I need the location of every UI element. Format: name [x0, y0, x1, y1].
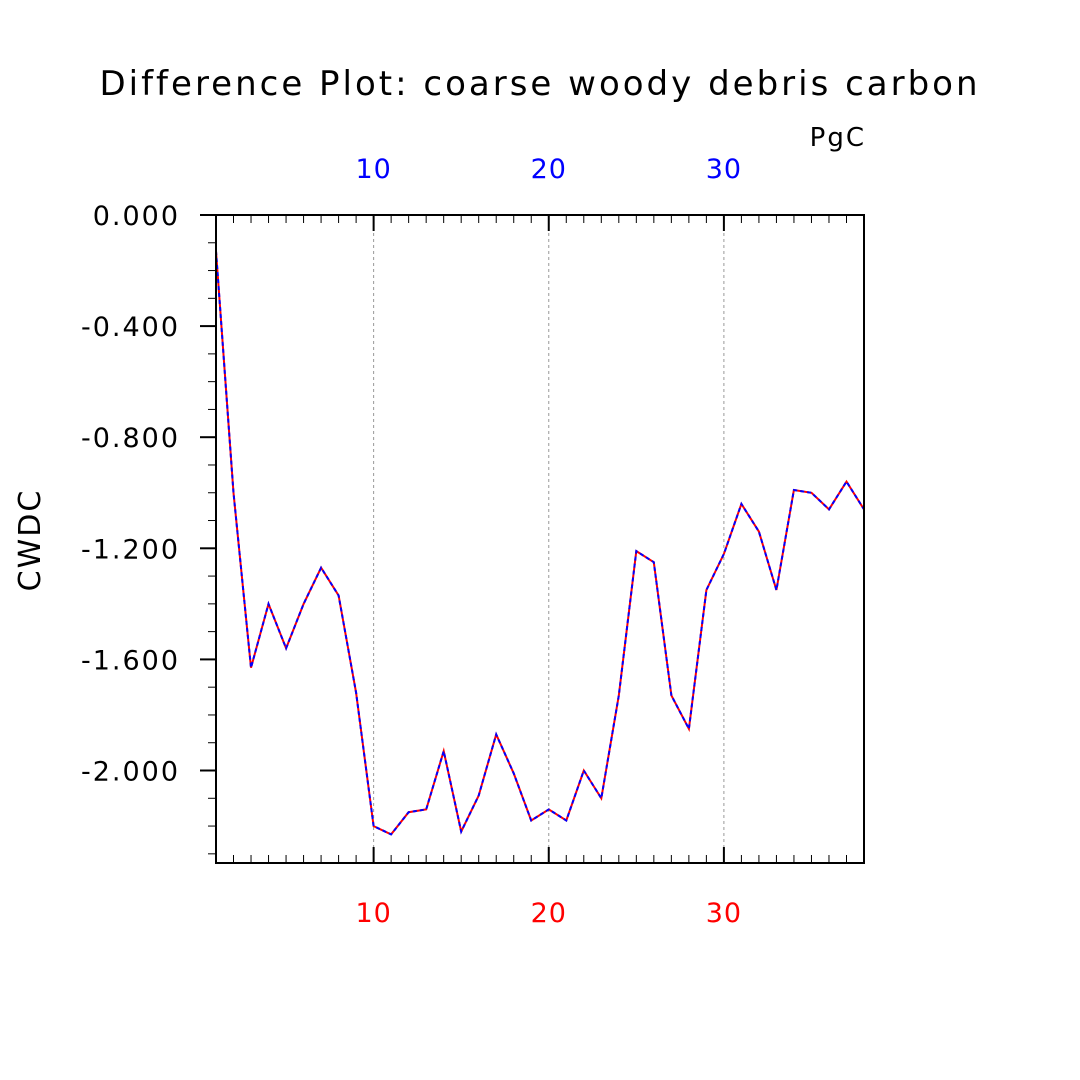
series-line-2 [215, 251, 865, 836]
y-tick-label: -0.800 [81, 423, 180, 454]
tick-labels: 0.000 -0.400 -0.800 -1.200 -1.600 -2.000 10 10 2… [81, 154, 742, 929]
series-lines [215, 251, 865, 836]
y-tick-label: -2.000 [81, 757, 180, 788]
grid-lines [373, 215, 725, 863]
y-tick-label: -1.600 [81, 645, 180, 676]
x-tick-label-top: 10 [355, 154, 391, 185]
axes [215, 214, 865, 864]
x-tick-label-bottom: 20 [531, 898, 567, 929]
y-tick-label: -0.400 [81, 312, 180, 343]
x-tick-label-bottom: 10 [355, 898, 391, 929]
x-tick-label-bottom: 30 [706, 898, 742, 929]
series-line-1 [215, 251, 865, 836]
y-tick-label: 0.000 [93, 201, 180, 232]
chart-title: Difference Plot: coarse woody debris car… [99, 64, 980, 104]
x-tick-label-top: 30 [706, 154, 742, 185]
units-label: PgC [810, 123, 866, 153]
plot-frame [215, 214, 865, 864]
y-tick-label: -1.200 [81, 534, 180, 565]
y-axis-label: CWDC [13, 489, 48, 592]
tick-marks [200, 214, 865, 863]
x-tick-label-top: 20 [531, 154, 567, 185]
